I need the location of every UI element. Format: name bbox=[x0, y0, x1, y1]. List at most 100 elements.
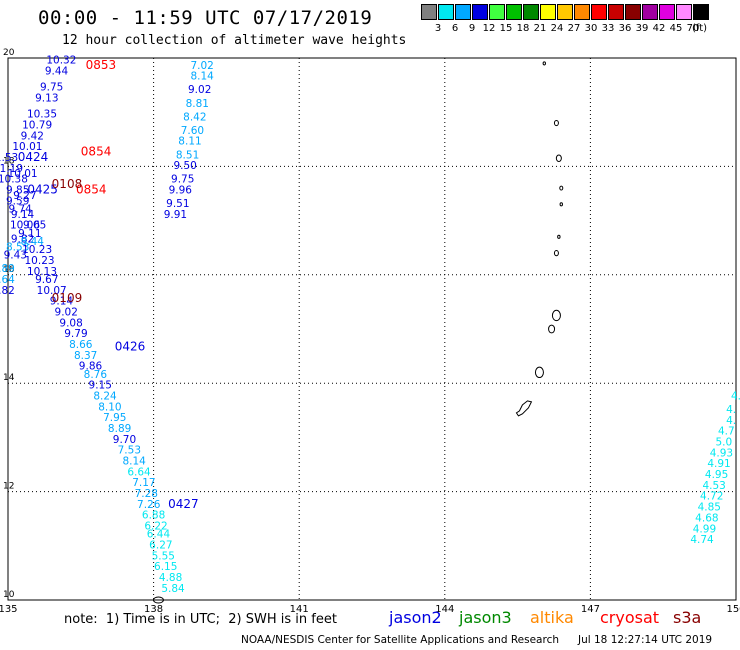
legend-label: 27 bbox=[567, 23, 581, 34]
wave-height-label: 10.23 bbox=[25, 255, 55, 267]
satellite-legend-altika: altika bbox=[530, 608, 574, 627]
wave-height-label: 8.14 bbox=[190, 71, 214, 83]
wave-height-label: 9.08 bbox=[59, 317, 82, 329]
wave-height-label: 7.53 bbox=[118, 445, 141, 457]
lat-tick-label: 10 bbox=[3, 590, 15, 600]
wave-height-label: 8.66 bbox=[69, 339, 93, 351]
wave-height-label: 7.28 bbox=[135, 488, 158, 500]
legend-swatch bbox=[608, 4, 624, 20]
wave-height-label: 8.44 bbox=[21, 236, 45, 248]
wave-height-label: 9.11 bbox=[18, 228, 41, 240]
lon-tick-label: 141 bbox=[290, 604, 309, 615]
legend-label: 45 bbox=[669, 23, 683, 34]
page-subtitle: 12 hour collection of altimeter wave hei… bbox=[62, 33, 407, 48]
satellite-legend-jason3: jason3 bbox=[459, 608, 512, 627]
wave-height-label: 8.53 bbox=[6, 241, 29, 253]
wave-height-label: 10.23 bbox=[22, 244, 52, 256]
legend-label: 30 bbox=[584, 23, 598, 34]
page-title: 00:00 - 11:59 UTC 07/17/2019 bbox=[38, 7, 373, 29]
wave-height-label: 4.72 bbox=[700, 491, 723, 503]
legend-label: 18 bbox=[516, 23, 530, 34]
pass-time-label: 0854 bbox=[81, 145, 112, 159]
lat-tick-label: 14 bbox=[3, 373, 15, 383]
wave-height-label: 10.01 bbox=[8, 168, 38, 180]
wave-height-label: 8.89 bbox=[108, 423, 131, 435]
wave-height-label: 10.13 bbox=[27, 266, 57, 278]
legend-label: 42 bbox=[652, 23, 666, 34]
legend-swatch bbox=[625, 4, 641, 20]
legend-swatch bbox=[421, 4, 437, 20]
island bbox=[553, 250, 559, 257]
lon-tick-label: 135 bbox=[0, 604, 18, 615]
legend-label: 70 bbox=[686, 23, 700, 34]
wave-height-label: 6.15 bbox=[154, 561, 177, 573]
wave-height-label: 7.60 bbox=[181, 125, 204, 137]
wave-height-label: 8.24 bbox=[93, 390, 117, 402]
island bbox=[548, 324, 556, 334]
wave-height-label: 8.76 bbox=[84, 369, 108, 381]
wave-height-label: 5.55 bbox=[152, 550, 175, 562]
legend-swatch bbox=[693, 4, 709, 20]
wave-height-label: 9.74 bbox=[8, 203, 32, 215]
lat-tick-label: 16 bbox=[3, 265, 15, 275]
wave-height-label: 11.53 bbox=[0, 152, 18, 164]
wave-height-label: 4.7 bbox=[718, 426, 735, 438]
island bbox=[542, 61, 546, 66]
legend-swatch bbox=[591, 4, 607, 20]
legend-label: 21 bbox=[533, 23, 547, 34]
wave-height-label: 7.95 bbox=[103, 412, 126, 424]
wave-height-label: 9.13 bbox=[35, 92, 58, 104]
satellite-legend-cryosat: cryosat bbox=[600, 608, 660, 627]
wave-height-label: 4. bbox=[726, 415, 736, 427]
wave-height-label: 9.05 bbox=[23, 220, 46, 232]
legend-label: 39 bbox=[635, 23, 649, 34]
wave-height-label: 6.27 bbox=[149, 540, 172, 552]
wave-height-label: 6.64 bbox=[127, 466, 151, 478]
legend-swatch bbox=[642, 4, 658, 20]
legend-swatch bbox=[489, 4, 505, 20]
wave-height-label: 9.75 bbox=[40, 82, 63, 94]
island bbox=[551, 309, 561, 322]
satellite-legend-s3a: s3a bbox=[673, 608, 702, 627]
wave-height-label: 8.14 bbox=[122, 456, 146, 468]
legend-label: 12 bbox=[482, 23, 496, 34]
wave-height-label: 10.35 bbox=[27, 109, 57, 121]
legend-swatch bbox=[659, 4, 675, 20]
wave-height-label: 10.01 bbox=[12, 141, 42, 153]
wave-height-label: 9.59 bbox=[6, 195, 29, 207]
satellite-legend-jason2: jason2 bbox=[389, 608, 442, 627]
legend-swatch bbox=[438, 4, 454, 20]
island bbox=[559, 185, 564, 191]
wave-height-label: 9.14 bbox=[11, 209, 35, 221]
island bbox=[553, 119, 559, 127]
legend-unit: (ft) bbox=[692, 23, 708, 34]
lon-tick-label: 144 bbox=[435, 604, 454, 615]
wave-height-label: 10.32 bbox=[46, 54, 76, 66]
lon-tick-label: 138 bbox=[144, 604, 163, 615]
footnote: note: 1) Time is in UTC; 2) SWH is in fe… bbox=[64, 612, 337, 627]
wave-height-label: 9.96 bbox=[169, 185, 193, 197]
wave-height-label: 4.99 bbox=[693, 523, 716, 535]
island bbox=[534, 366, 544, 379]
wave-height-label: 8.10 bbox=[98, 401, 121, 413]
legend-swatch bbox=[574, 4, 590, 20]
wave-height-label: 9.02 bbox=[55, 306, 78, 318]
island bbox=[557, 234, 561, 239]
wave-height-label: 8.11 bbox=[178, 136, 201, 148]
wave-height-label: 6.44 bbox=[147, 529, 171, 541]
pass-time-label: 0109 bbox=[52, 291, 83, 305]
lon-tick-label: 147 bbox=[581, 604, 600, 615]
legend-swatch bbox=[455, 4, 471, 20]
wave-height-label: 4.91 bbox=[707, 458, 730, 470]
island-yap bbox=[152, 596, 164, 604]
wave-height-label: 9.75 bbox=[171, 174, 194, 186]
wave-height-label: 4.53 bbox=[702, 480, 725, 492]
pass-time-label: 0853 bbox=[86, 58, 117, 72]
plot-frame bbox=[7, 57, 737, 601]
wave-height-label: 9.02 bbox=[188, 84, 211, 96]
lon-tick-label: 150 bbox=[726, 604, 740, 615]
wave-height-label: 9.44 bbox=[45, 65, 69, 77]
pass-time-label: 0854 bbox=[76, 183, 107, 197]
